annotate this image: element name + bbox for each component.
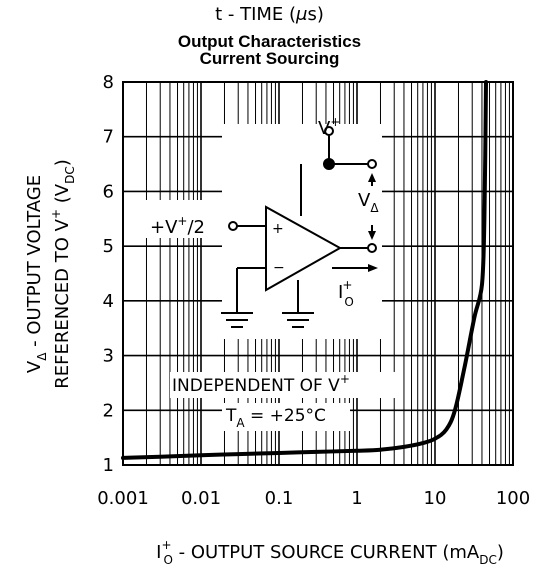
independent-mask [170,372,402,398]
vdelta-label: VΔ [358,190,379,215]
time-caption-suffix: s) [307,4,324,25]
minus-sign: − [273,260,285,276]
x-tick-label: 0.001 [97,488,149,509]
y-tick-label: 3 [103,346,114,367]
current-arrow-head [368,264,378,272]
y-tick-label: 1 [103,455,114,476]
x-tick-label: 1 [351,488,362,509]
y-tick-label: 7 [103,127,114,148]
series-line [121,80,488,460]
annotation-temperature: TA = +25°C [225,406,326,430]
y-axis-title-line1: VΔ - OUTPUT VOLTAGE [24,175,49,373]
y-tick-label: 4 [103,291,114,312]
input-terminal [228,221,238,231]
vdelta-bottom-terminal [367,243,377,253]
y-tick-label: 6 [103,181,114,202]
annotation-independent: INDEPENDENT OF V+ [172,372,350,396]
vdelta-top-terminal [367,159,377,169]
x-tick-label: 10 [424,488,447,509]
time-caption: t - TIME (μs) [0,4,539,25]
x-tick-label: 0.1 [265,488,294,509]
vplus-label: V+ [318,115,340,139]
opamp-inset [221,126,378,328]
vdelta-arrow-down-head [368,231,376,240]
ta-mask [222,403,350,431]
time-caption-mu: μ [296,4,308,25]
x-tick-label: 0.01 [181,488,221,509]
plot-frame [122,81,514,466]
x-axis-title: I+ O - OUTPUT SOURCE CURRENT (mADC) [156,538,504,567]
plus-sign: + [272,221,284,237]
chart-subtitle: Current Sourcing [199,49,340,68]
x-tick-labels: 0.001 0.01 0.1 1 10 100 [97,488,530,509]
input-label: +V+/2 [150,214,205,238]
y-axis-title-line2-group: REFERENCED TO V+ (VDC) [49,159,77,388]
chart-title: Output Characteristics [177,32,362,51]
time-caption-prefix: t - TIME ( [215,4,297,25]
inset-mask-left [140,200,225,238]
x-tick-label: 100 [496,488,530,509]
y-tick-labels: 1 2 3 4 5 6 7 8 [103,72,114,476]
y-tick-label: 8 [103,72,114,93]
y-tick-label: 2 [103,400,114,421]
series-group [121,80,488,460]
y-tick-label: 5 [103,236,114,257]
y-axis-title-line2: REFERENCED TO V+ (VDC) [49,159,77,388]
io-label: I+ O [338,278,354,309]
vdelta-arrow-up-head [368,173,376,182]
y-axis-title-line1-group: VΔ - OUTPUT VOLTAGE [24,175,49,373]
opamp-triangle [265,205,343,292]
